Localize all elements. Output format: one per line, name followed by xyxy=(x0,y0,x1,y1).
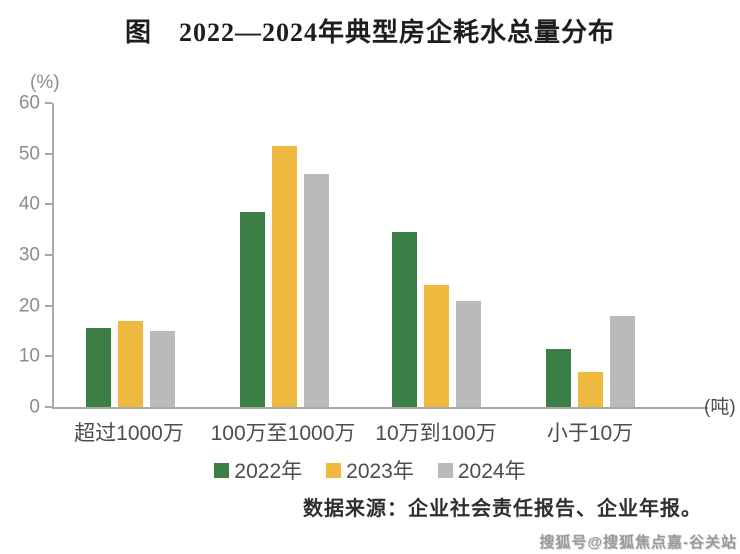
legend-swatch-icon xyxy=(326,462,342,478)
legend-label: 2024年 xyxy=(457,460,526,483)
y-tick-mark xyxy=(45,102,52,104)
bar-2023年-10万到100万 xyxy=(424,285,449,407)
y-tick-mark xyxy=(45,203,52,206)
plot-area: 0 10 20 30 40 50 60 xyxy=(19,94,708,417)
y-tick-mark xyxy=(45,406,52,408)
bar-2024年-100万至1000万 xyxy=(304,173,329,407)
chart-title: 图 2022—2024年典型房企耗水总量分布 xyxy=(124,18,615,47)
bar-2022年-小于10万 xyxy=(546,348,571,407)
legend-label: 2023年 xyxy=(346,460,414,483)
bar-2022年-10万到100万 xyxy=(392,232,417,407)
y-tick-label: 0 xyxy=(29,396,40,418)
legend-swatch-icon xyxy=(214,462,230,478)
x-axis-labels: 超过1000万 100万至1000万 10万到100万 小于10万 xyxy=(0,417,740,447)
y-tick-label: 50 xyxy=(18,143,40,165)
y-tick-mark xyxy=(45,304,52,307)
bar-2024年-超过1000万 xyxy=(150,331,175,407)
legend-swatch-icon xyxy=(437,462,453,478)
bar-2023年-100万至1000万 xyxy=(272,146,297,407)
y-tick-label: 40 xyxy=(18,193,40,215)
x-axis-unit-label: (吨) xyxy=(704,397,736,418)
y-tick-mark xyxy=(45,355,52,358)
y-axis-unit-label: (%) xyxy=(30,72,60,93)
bar-2024年-10万到100万 xyxy=(456,300,481,407)
legend-label: 2022年 xyxy=(234,460,303,483)
y-tick-mark xyxy=(45,152,52,155)
bar-2022年-100万至1000万 xyxy=(240,211,265,407)
bar-2024年-小于10万 xyxy=(610,315,635,407)
x-axis-label: 100万至1000万 xyxy=(210,422,356,445)
legend-item: 2022年 xyxy=(214,455,302,485)
y-tick-label: 10 xyxy=(18,345,40,367)
watermark: 搜狐号@搜狐焦点嘉-谷关站 xyxy=(539,534,737,551)
y-tick-label: 30 xyxy=(18,244,40,266)
legend-item: 2023年 xyxy=(326,455,414,485)
source-note: 数据来源：企业社会责任报告、企业年报。 xyxy=(303,498,702,520)
x-axis-label: 超过1000万 xyxy=(74,422,184,445)
bar-2023年-小于10万 xyxy=(578,371,603,407)
y-tick-mark xyxy=(45,254,52,256)
bar-2023年-超过1000万 xyxy=(118,320,143,407)
x-axis-label: 小于10万 xyxy=(546,422,634,445)
y-tick-label: 60 xyxy=(18,92,40,114)
y-tick-label: 20 xyxy=(18,295,40,317)
legend-item: 2024年 xyxy=(437,455,526,485)
bar-2022年-超过1000万 xyxy=(86,328,111,407)
legend: 2022年 2023年 2024年 xyxy=(0,455,740,485)
x-axis-label: 10万到100万 xyxy=(375,422,497,445)
